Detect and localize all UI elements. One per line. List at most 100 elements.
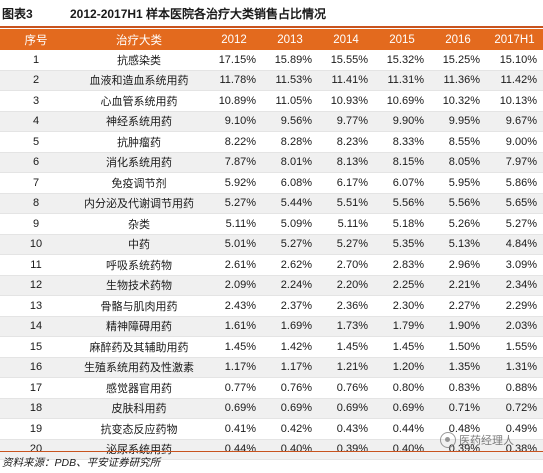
share-value-cell: 9.10%	[206, 111, 262, 132]
share-value-cell: 0.69%	[318, 398, 374, 419]
share-value-cell: 2.09%	[206, 275, 262, 296]
share-value-cell: 1.79%	[374, 316, 430, 337]
table-row: 15 麻醉药及其辅助用药 1.45% 1.42% 1.45% 1.45% 1.50% 1.55…	[0, 336, 543, 357]
share-value-cell: 4.84%	[486, 234, 543, 255]
share-value-cell: 2.70%	[318, 254, 374, 275]
category-cell: 生物技术药物	[72, 275, 206, 296]
category-cell: 心血管系统用药	[72, 90, 206, 111]
category-cell: 杂类	[72, 213, 206, 234]
share-value-cell: 2.43%	[206, 295, 262, 316]
share-value-cell: 5.27%	[206, 193, 262, 214]
share-value-cell: 2.24%	[262, 275, 318, 296]
category-cell: 抗感染类	[72, 50, 206, 70]
share-value-cell: 0.71%	[430, 398, 486, 419]
share-value-cell: 2.96%	[430, 254, 486, 275]
category-cell: 骨骼与肌肉用药	[72, 295, 206, 316]
table-row: 12 生物技术药物 2.09% 2.24% 2.20% 2.25% 2.21% 2.34%	[0, 275, 543, 296]
category-cell: 麻醉药及其辅助用药	[72, 336, 206, 357]
share-value-cell: 2.21%	[430, 275, 486, 296]
category-cell: 皮肤科用药	[72, 398, 206, 419]
table-row: 10 中药 5.01% 5.27% 5.27% 5.35% 5.13% 4.84%	[0, 234, 543, 255]
share-value-cell: 5.13%	[430, 234, 486, 255]
share-value-cell: 10.32%	[430, 90, 486, 111]
share-value-cell: 8.55%	[430, 131, 486, 152]
share-value-cell: 0.44%	[206, 439, 262, 460]
category-cell: 泌尿系统用药	[72, 439, 206, 460]
share-value-cell: 5.26%	[430, 213, 486, 234]
row-index-cell: 6	[0, 152, 72, 173]
share-value-cell: 1.17%	[206, 357, 262, 378]
row-index-cell: 13	[0, 295, 72, 316]
share-value-cell: 11.05%	[262, 90, 318, 111]
share-value-cell: 5.56%	[374, 193, 430, 214]
share-value-cell: 1.20%	[374, 357, 430, 378]
share-value-cell: 15.55%	[318, 50, 374, 70]
share-value-cell: 15.10%	[486, 50, 543, 70]
share-value-cell: 0.39%	[318, 439, 374, 460]
share-value-cell: 5.27%	[318, 234, 374, 255]
share-value-cell: 5.51%	[318, 193, 374, 214]
table-row: 4 神经系统用药 9.10% 9.56% 9.77% 9.90% 9.95% 9.67%	[0, 111, 543, 132]
share-value-cell: 1.45%	[374, 336, 430, 357]
column-header: 2014	[318, 29, 374, 50]
category-cell: 生殖系统用药及性激素	[72, 357, 206, 378]
share-value-cell: 5.35%	[374, 234, 430, 255]
category-cell: 抗肿瘤药	[72, 131, 206, 152]
share-value-cell: 6.17%	[318, 172, 374, 193]
share-value-cell: 1.45%	[318, 336, 374, 357]
row-index-cell: 11	[0, 254, 72, 275]
table-header-row: 序号 治疗大类 2012 2013 2014 2015 2016 2017H1	[0, 29, 543, 50]
watermark-text: 医药经理人	[459, 435, 514, 447]
share-value-cell: 3.09%	[486, 254, 543, 275]
share-value-cell: 8.23%	[318, 131, 374, 152]
share-value-cell: 1.69%	[262, 316, 318, 337]
share-value-cell: 5.11%	[318, 213, 374, 234]
share-value-cell: 11.78%	[206, 70, 262, 91]
share-value-cell: 5.27%	[486, 213, 543, 234]
table-row: 8 内分泌及代谢调节用药 5.27% 5.44% 5.51% 5.56% 5.56% 5.65…	[0, 193, 543, 214]
share-value-cell: 9.67%	[486, 111, 543, 132]
share-value-cell: 17.15%	[206, 50, 262, 70]
category-cell: 内分泌及代谢调节用药	[72, 193, 206, 214]
row-index-cell: 20	[0, 439, 72, 460]
share-value-cell: 8.28%	[262, 131, 318, 152]
wechat-logo-icon	[440, 432, 456, 448]
category-cell: 免疫调节剂	[72, 172, 206, 193]
row-index-cell: 5	[0, 131, 72, 152]
share-value-cell: 11.31%	[374, 70, 430, 91]
table-row: 1 抗感染类 17.15% 15.89% 15.55% 15.32% 15.25% 15.10…	[0, 50, 543, 70]
row-index-cell: 10	[0, 234, 72, 255]
share-value-cell: 5.44%	[262, 193, 318, 214]
column-header: 2015	[374, 29, 430, 50]
share-value-cell: 2.30%	[374, 295, 430, 316]
share-value-cell: 2.36%	[318, 295, 374, 316]
row-index-cell: 16	[0, 357, 72, 378]
share-value-cell: 6.07%	[374, 172, 430, 193]
share-value-cell: 8.13%	[318, 152, 374, 173]
share-value-cell: 0.83%	[430, 377, 486, 398]
share-value-cell: 2.25%	[374, 275, 430, 296]
table-row: 14 精神障碍用药 1.61% 1.69% 1.73% 1.79% 1.90% 2.03%	[0, 316, 543, 337]
share-value-cell: 8.05%	[430, 152, 486, 173]
share-value-cell: 15.25%	[430, 50, 486, 70]
row-index-cell: 19	[0, 418, 72, 439]
source-text: 资料来源：PDB、平安证券研究所	[2, 457, 161, 469]
table-row: 11 呼吸系统药物 2.61% 2.62% 2.70% 2.83% 2.96% 3.09%	[0, 254, 543, 275]
share-value-cell: 11.36%	[430, 70, 486, 91]
share-value-cell: 10.69%	[374, 90, 430, 111]
share-value-cell: 8.15%	[374, 152, 430, 173]
share-value-cell: 0.69%	[262, 398, 318, 419]
row-index-cell: 4	[0, 111, 72, 132]
share-value-cell: 7.87%	[206, 152, 262, 173]
sales-share-table: 序号 治疗大类 2012 2013 2014 2015 2016 2017H1 1 抗感染类 17…	[0, 29, 543, 460]
share-value-cell: 5.92%	[206, 172, 262, 193]
column-header: 2017H1	[486, 29, 543, 50]
share-value-cell: 1.73%	[318, 316, 374, 337]
table-row: 18 皮肤科用药 0.69% 0.69% 0.69% 0.69% 0.71% 0.72%	[0, 398, 543, 419]
share-value-cell: 10.93%	[318, 90, 374, 111]
share-value-cell: 0.69%	[374, 398, 430, 419]
share-value-cell: 2.34%	[486, 275, 543, 296]
source-footnote: 资料来源：PDB、平安证券研究所	[0, 451, 543, 473]
share-value-cell: 0.72%	[486, 398, 543, 419]
category-cell: 感觉器官用药	[72, 377, 206, 398]
